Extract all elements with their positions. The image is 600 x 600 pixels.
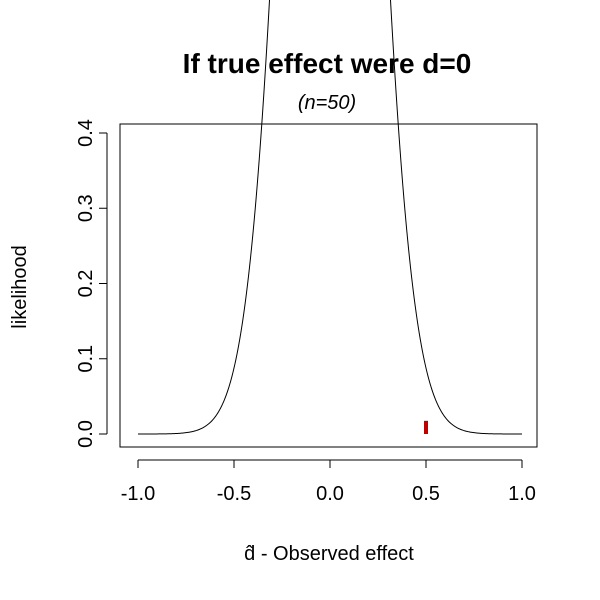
y-tick-label: 0.1 (75, 345, 97, 373)
x-tick-label: 0.0 (316, 483, 344, 505)
y-tick-label: 0.0 (75, 420, 97, 448)
series-layer (138, 0, 522, 435)
y-tick-label: 0.2 (75, 270, 97, 298)
chart-subtitle: (n=50) (298, 92, 356, 114)
y-tick-label: 0.4 (75, 119, 97, 147)
y-axis-label: likelihood (9, 245, 31, 328)
x-tick-label: 1.0 (508, 483, 536, 505)
plot-frame (119, 123, 538, 448)
y-axis: 0.0 0.1 0.2 0.3 0.4 (75, 119, 108, 448)
y-tick-label: 0.3 (75, 194, 97, 222)
chart-title: If true effect were d=0 (183, 48, 472, 79)
x-axis-label: d̂ - Observed effect (244, 543, 414, 565)
x-axis: -1.0 -0.5 0.0 0.5 1.0 (121, 459, 536, 505)
x-tick-label: -0.5 (217, 483, 251, 505)
x-tick-label: -1.0 (121, 483, 155, 505)
density-curve (138, 0, 522, 435)
x-tick-label: 0.5 (412, 483, 440, 505)
